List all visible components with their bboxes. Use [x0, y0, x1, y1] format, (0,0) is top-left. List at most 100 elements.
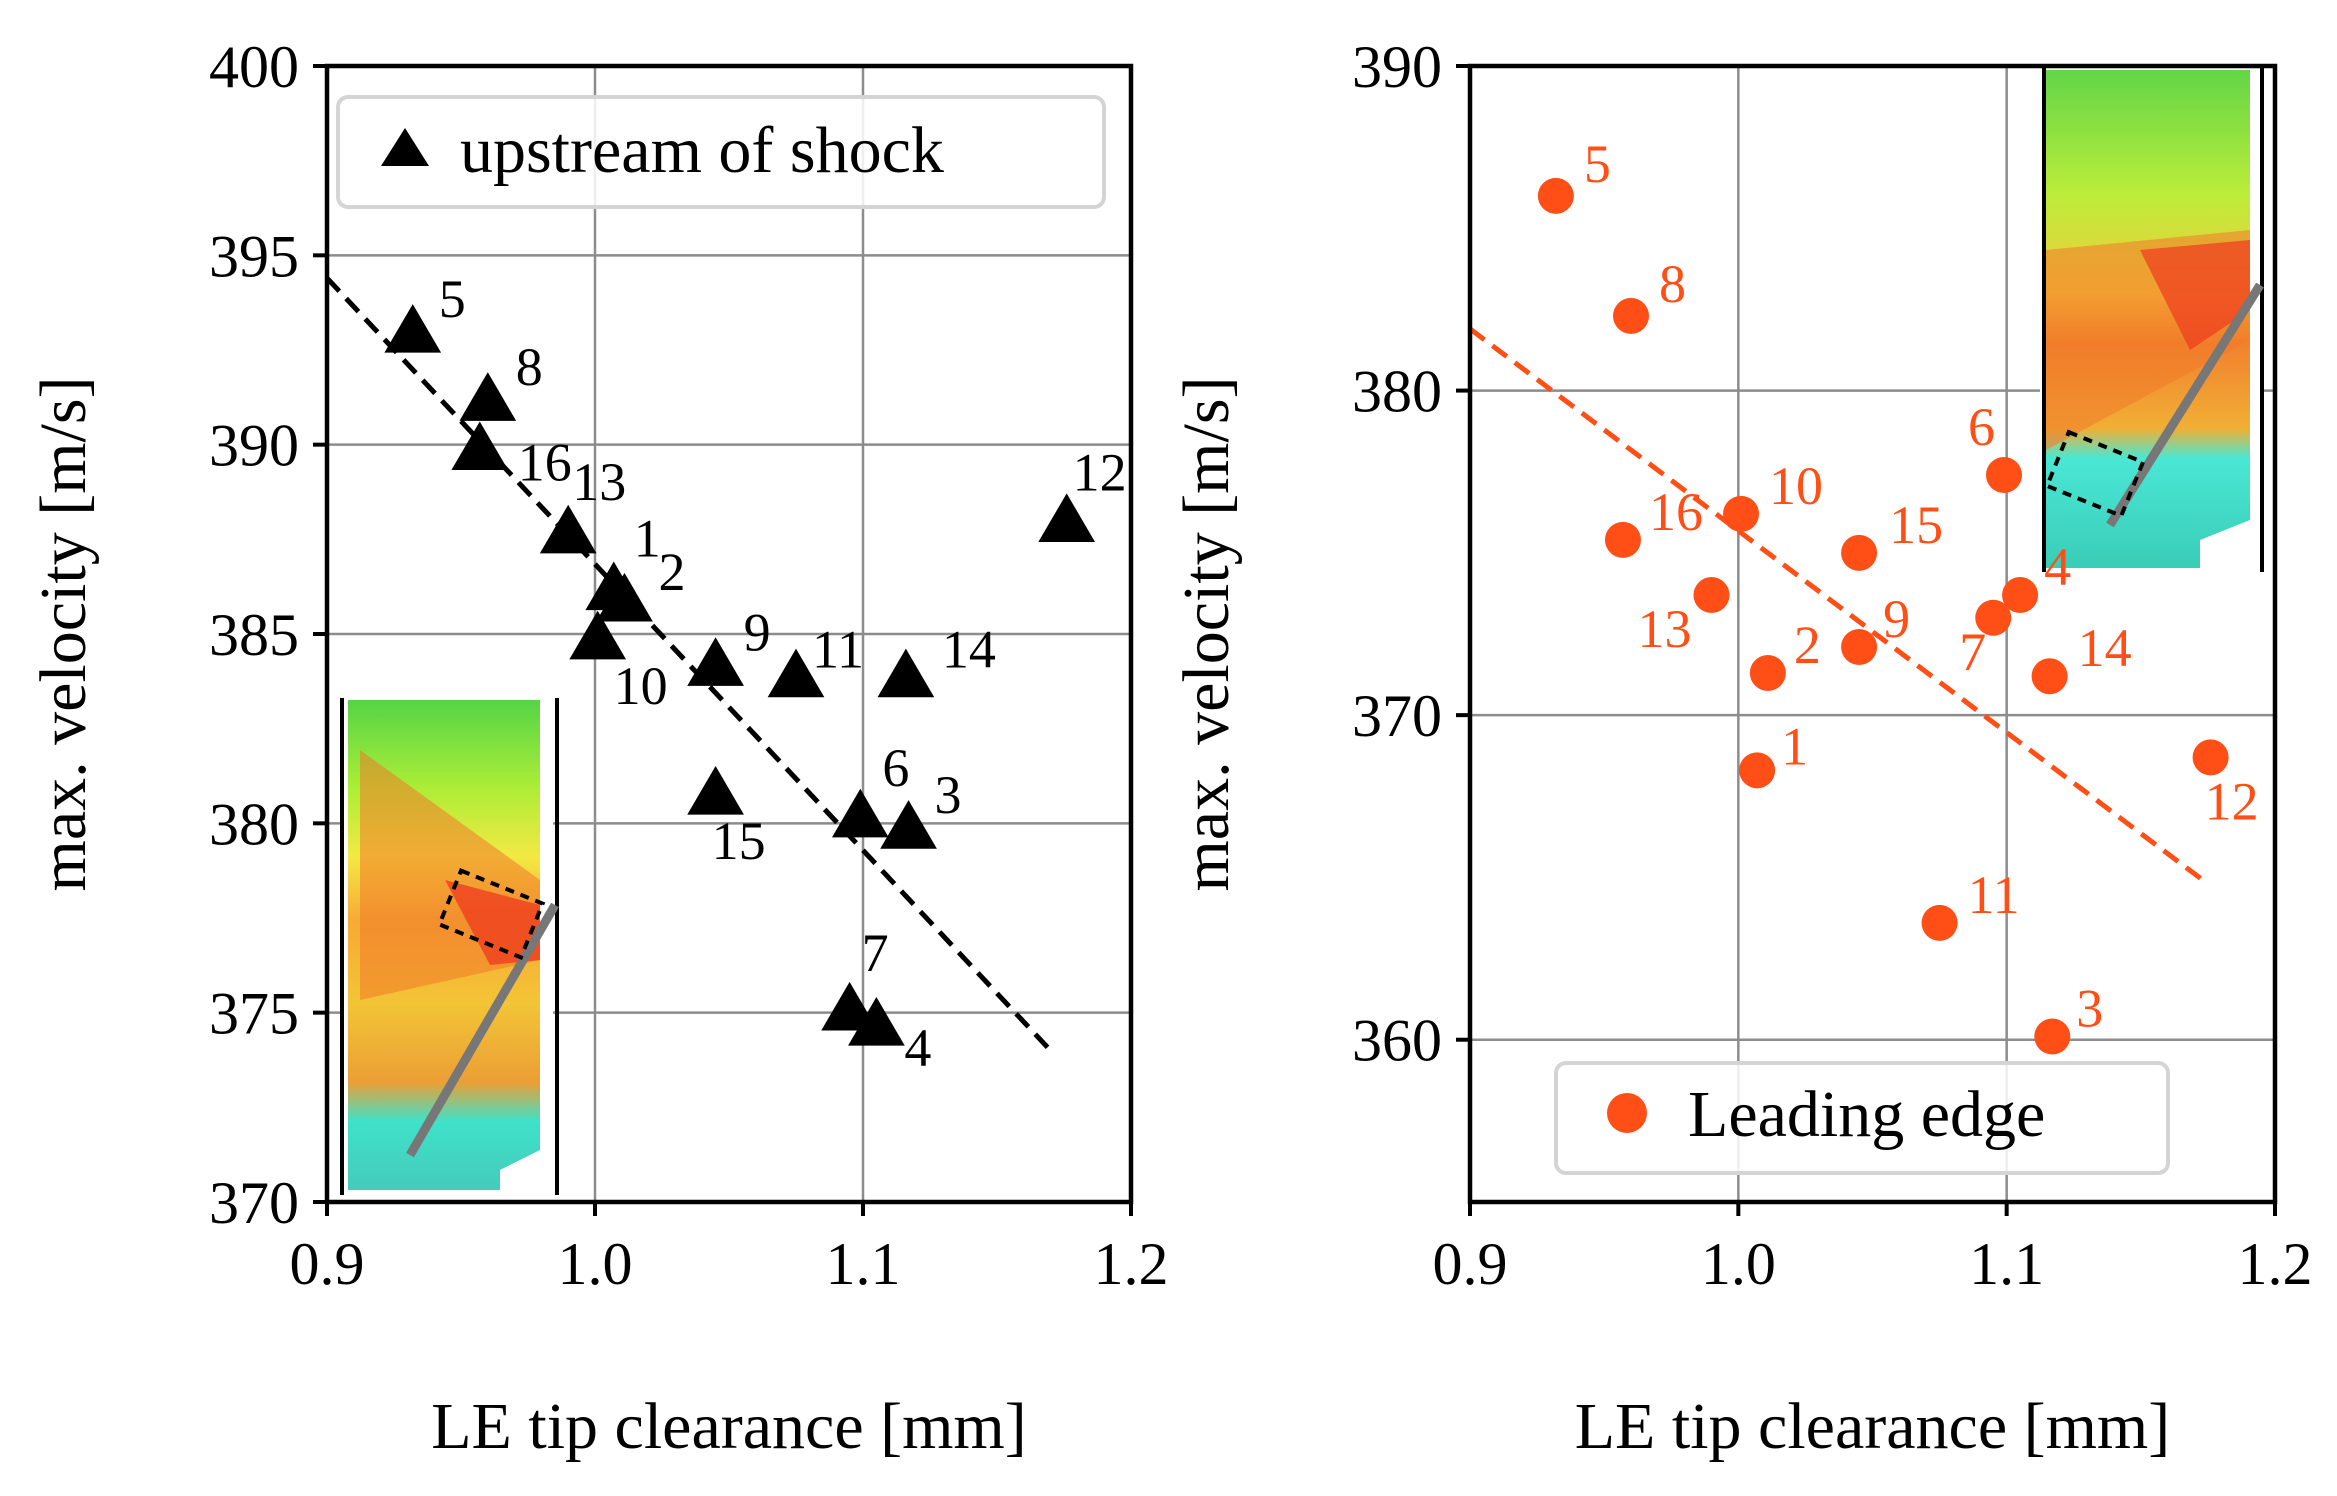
point-label: 1: [1781, 716, 1808, 776]
data-point-circle: [2002, 577, 2039, 614]
y-tick-label: 370: [209, 1170, 299, 1236]
data-point-circle: [2031, 658, 2068, 695]
y-tick-label: 395: [209, 223, 299, 289]
inset-contour-image: [340, 698, 559, 1195]
x-tick-label: 1.2: [2238, 1231, 2313, 1297]
legend-box: [336, 95, 1106, 209]
data-point-circle: [1739, 752, 1776, 789]
legend-label: Leading edge: [1688, 1078, 2045, 1151]
x-tick-label: 1.0: [558, 1231, 633, 1297]
data-point-triangle: [767, 648, 825, 698]
point-label: 9: [744, 602, 771, 662]
point-label: 15: [1889, 495, 1943, 555]
legend: Leading edge: [1554, 1061, 2170, 1175]
data-point-circle: [1723, 495, 1760, 532]
plot-frame: [1467, 63, 2278, 1205]
data-point-triangle: [539, 504, 597, 554]
data-point-circle: [2034, 1018, 2071, 1055]
point-label: 16: [518, 432, 572, 492]
data-point-circle: [1975, 599, 2012, 636]
data-point-triangle: [384, 304, 442, 353]
legend-label: upstream of shock: [460, 114, 944, 187]
y-tick-label: 400: [209, 34, 299, 100]
data-point-circle: [1537, 177, 1574, 214]
y-tick-label: 370: [1352, 683, 1442, 749]
point-label: 7: [1959, 622, 1986, 682]
y-tick-label: 390: [209, 413, 299, 479]
data-point-circle: [1985, 456, 2022, 493]
point-label: 8: [516, 337, 543, 397]
data-point-triangle: [459, 372, 517, 421]
point-label: 3: [935, 765, 962, 825]
point-label: 6: [882, 738, 909, 798]
legend-circle-marker: [1607, 1093, 1647, 1133]
data-point-triangle: [848, 997, 905, 1046]
data-point-triangle: [1038, 493, 1096, 542]
y-tick-label: 375: [209, 981, 299, 1047]
point-label: 10: [614, 656, 668, 716]
point-label: 7: [862, 923, 889, 983]
y-tick-label: 390: [1352, 34, 1442, 100]
data-point-triangle: [831, 788, 889, 838]
point-label: 9: [1883, 589, 1910, 649]
point-label: 16: [1649, 482, 1703, 542]
x-tick-label: 1.0: [1701, 1231, 1776, 1297]
inset-dashed-box: [2044, 429, 2146, 519]
point-label: 11: [812, 620, 864, 680]
point-label: 12: [2205, 771, 2259, 831]
inset-blade: [406, 902, 559, 1158]
point-label: 1: [634, 509, 661, 569]
point-label: 4: [904, 1018, 931, 1078]
x-axis-title: LE tip clearance [mm]: [431, 1390, 1027, 1463]
y-axis-title: max. velocity [m/s]: [27, 376, 100, 891]
data-point-circle: [2192, 739, 2229, 776]
data-point-circle: [1749, 654, 1786, 691]
x-tick-label: 1.1: [1969, 1231, 2044, 1297]
point-label: 15: [712, 811, 766, 871]
data-point-circle: [1841, 628, 1878, 665]
x-tick-label: 0.9: [1433, 1231, 1508, 1297]
data-point-circle: [1613, 297, 1649, 334]
x-tick-label: 0.9: [290, 1231, 365, 1297]
point-label: 2: [1794, 615, 1821, 675]
point-label: 14: [2078, 618, 2132, 678]
data-point-triangle: [877, 648, 935, 698]
point-label: 4: [2044, 537, 2071, 597]
y-tick-label: 380: [1352, 359, 1442, 425]
inset-peak-zone: [2140, 240, 2250, 350]
x-axis-title: LE tip clearance [mm]: [1575, 1390, 2171, 1463]
y-tick-label: 385: [209, 602, 299, 668]
data-point-triangle: [880, 800, 937, 849]
inset-dashed-box: [436, 868, 546, 960]
legend: upstream of shock: [336, 95, 1106, 209]
data-point-triangle: [821, 981, 878, 1031]
data-point-triangle: [596, 572, 653, 622]
trend-line: [1468, 326, 2210, 886]
inset-peak-zone: [445, 880, 540, 965]
point-label: 13: [1638, 599, 1692, 659]
data-point-circle: [1841, 534, 1878, 571]
y-tick-label: 360: [1352, 1008, 1442, 1074]
point-label: 13: [572, 452, 626, 512]
x-tick-label: 1.1: [826, 1231, 901, 1297]
point-label: 10: [1769, 456, 1823, 516]
point-label: 14: [942, 620, 996, 680]
point-label: 3: [2076, 978, 2103, 1038]
inset-contour-image: [2040, 68, 2264, 572]
data-point-circle: [1921, 904, 1958, 941]
y-axis-title: max. velocity [m/s]: [1170, 376, 1243, 891]
point-label: 12: [1073, 442, 1127, 502]
data-point-triangle: [687, 637, 744, 686]
point-label: 11: [1968, 865, 2020, 925]
data-point-triangle: [569, 610, 627, 660]
point-label: 8: [1659, 254, 1686, 314]
point-label: 5: [439, 269, 466, 329]
point-label: 2: [658, 542, 685, 602]
data-point-circle: [1693, 577, 1730, 614]
legend-triangle-marker: [381, 128, 429, 166]
legend-box: [1554, 1061, 2170, 1175]
point-label: 6: [1968, 397, 1995, 457]
